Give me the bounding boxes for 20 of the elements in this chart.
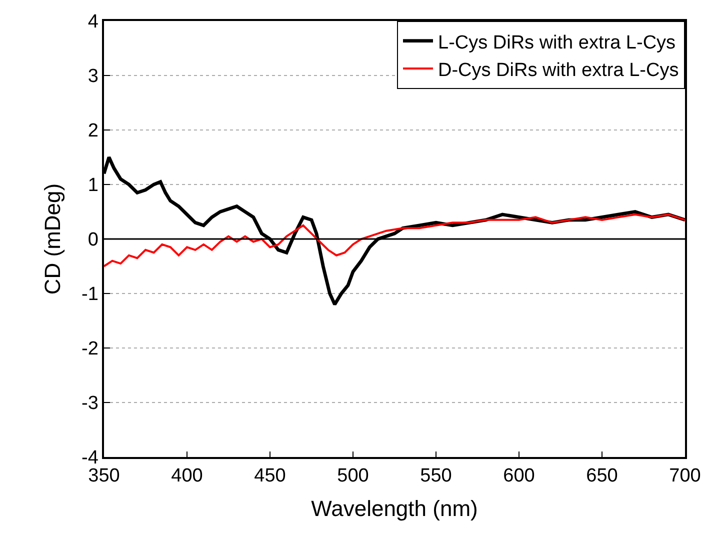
y-tick-label: -1	[82, 284, 98, 306]
x-tick-label: 400	[171, 466, 203, 487]
y-tick-label: 3	[88, 66, 98, 88]
y-tick-label: -3	[82, 393, 98, 414]
y-tick-label: -2	[82, 338, 98, 360]
x-tick-label: 700	[669, 466, 701, 487]
x-axis-title: Wavelength (nm)	[311, 496, 478, 521]
y-tick-label: 4	[88, 12, 99, 33]
legend-label: D-Cys DiRs with extra L-Cys	[438, 60, 679, 81]
x-tick-label: 650	[586, 466, 618, 487]
x-tick-label: 500	[337, 466, 369, 487]
y-tick-label: 0	[88, 230, 98, 251]
x-tick-label: 450	[254, 466, 286, 487]
x-tick-label: 600	[503, 466, 535, 487]
x-tick-label: 550	[420, 466, 452, 487]
legend-label: L-Cys DiRs with extra L-Cys	[438, 32, 676, 54]
y-axis-title: CD (mDeg)	[40, 183, 65, 295]
line-series	[104, 213, 685, 268]
y-tick-label: 1	[88, 175, 98, 196]
y-tick-label: 2	[88, 120, 98, 142]
